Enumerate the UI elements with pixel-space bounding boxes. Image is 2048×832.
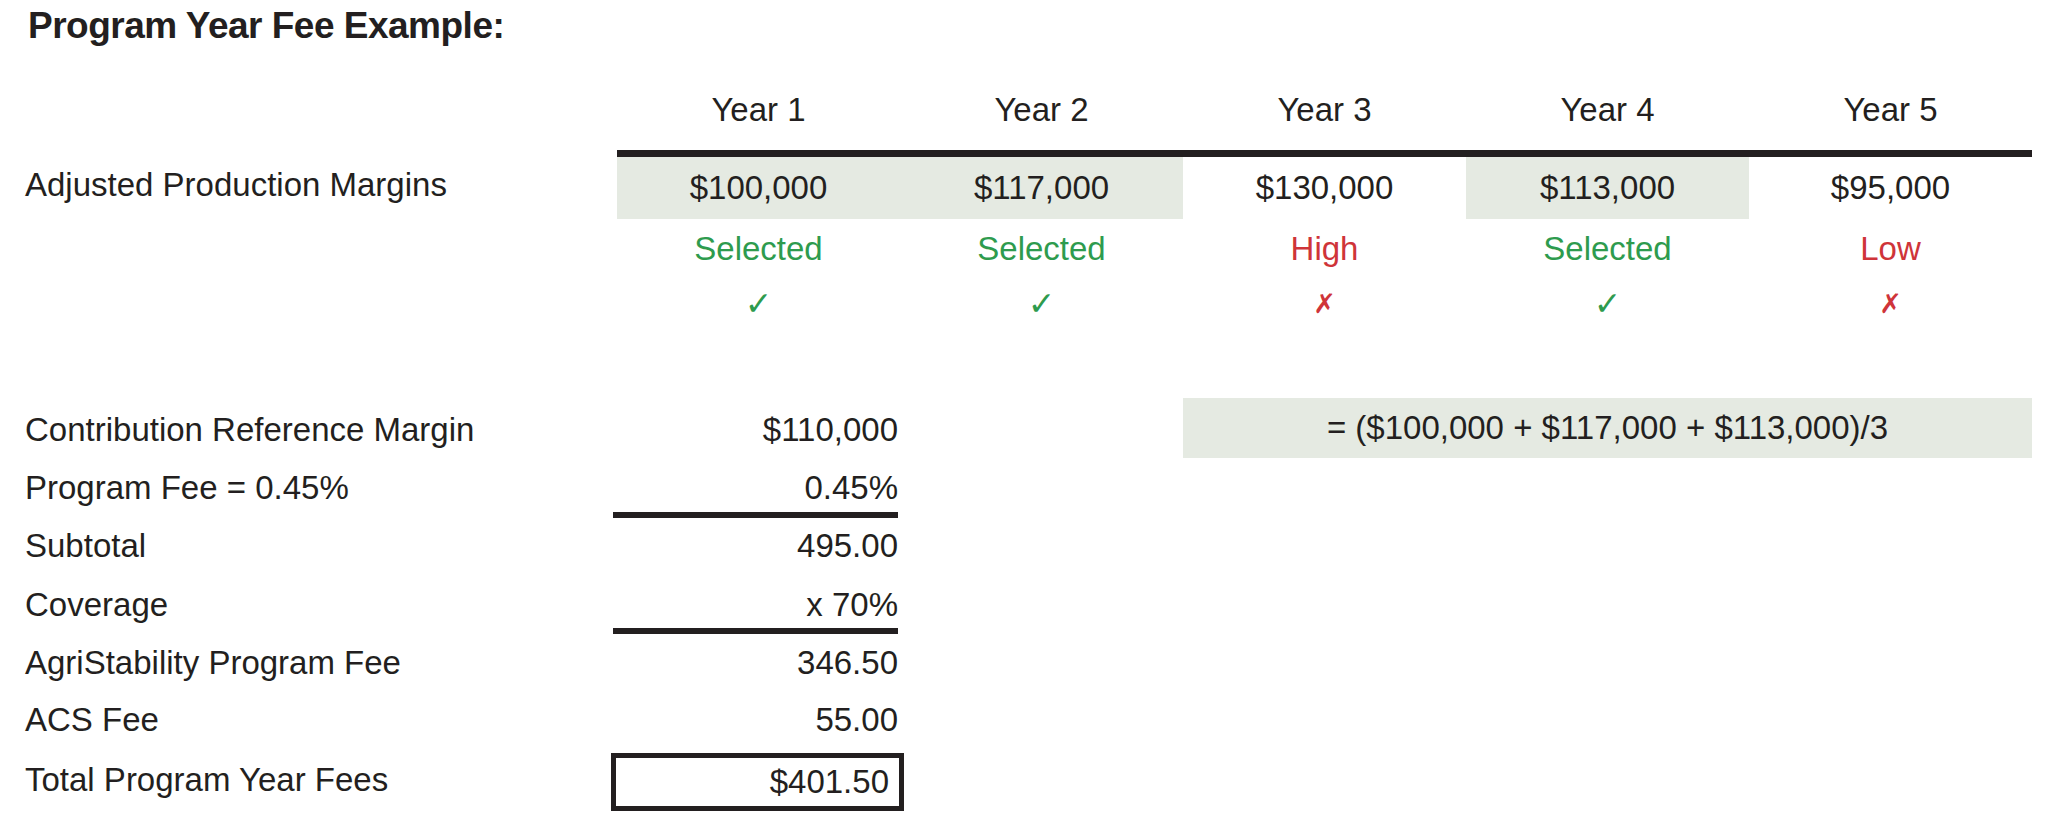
- column-header-year-1: Year 1: [617, 88, 900, 132]
- column-header-year-5: Year 5: [1749, 88, 2032, 132]
- margin-value-year-4: $113,000: [1466, 157, 1749, 219]
- column-header-year-2: Year 2: [900, 88, 1183, 132]
- fee-row-value: 495.00: [613, 527, 898, 565]
- margin-value-year-1: $100,000: [617, 157, 900, 219]
- document-page: Program Year Fee Example: Year 1 Year 2 …: [0, 0, 2048, 832]
- reference-margin-formula: = ($100,000 + $117,000 + $113,000)/3: [1183, 398, 2032, 458]
- fee-row-label: Contribution Reference Margin: [25, 411, 474, 449]
- column-header-year-4: Year 4: [1466, 88, 1749, 132]
- subtotal-rule: [613, 512, 898, 518]
- status-year-3: High: [1183, 228, 1466, 270]
- fee-row-value: 346.50: [613, 644, 898, 682]
- column-header-year-3: Year 3: [1183, 88, 1466, 132]
- header-rule: [617, 150, 2032, 157]
- total-fees-box: $401.50: [611, 753, 904, 811]
- fee-row-label: Program Fee = 0.45%: [25, 469, 349, 507]
- fee-row-value: 55.00: [613, 701, 898, 739]
- status-year-5: Low: [1749, 228, 2032, 270]
- status-year-2: Selected: [900, 228, 1183, 270]
- fee-row-label: Subtotal: [25, 527, 146, 565]
- check-icon: ✓: [617, 282, 900, 326]
- margin-value-year-2: $117,000: [900, 157, 1183, 219]
- cross-icon: ✗: [1183, 282, 1466, 326]
- fee-row-label: AgriStability Program Fee: [25, 644, 401, 682]
- fee-row-label: ACS Fee: [25, 701, 159, 739]
- page-title: Program Year Fee Example:: [28, 5, 504, 47]
- status-year-1: Selected: [617, 228, 900, 270]
- margin-value-year-3: $130,000: [1183, 157, 1466, 219]
- margins-row-label: Adjusted Production Margins: [25, 166, 447, 204]
- margin-value-year-5: $95,000: [1749, 157, 2032, 219]
- fee-row-value: x 70%: [613, 586, 898, 624]
- status-year-4: Selected: [1466, 228, 1749, 270]
- fee-row-label: Coverage: [25, 586, 168, 624]
- fee-row-value: 0.45%: [613, 469, 898, 507]
- program-fee-rule: [613, 628, 898, 634]
- fee-row-value: $110,000: [613, 411, 898, 449]
- check-icon: ✓: [900, 282, 1183, 326]
- fee-row-label: Total Program Year Fees: [25, 761, 388, 799]
- check-icon: ✓: [1466, 282, 1749, 326]
- total-fees-value: $401.50: [770, 763, 889, 801]
- cross-icon: ✗: [1749, 282, 2032, 326]
